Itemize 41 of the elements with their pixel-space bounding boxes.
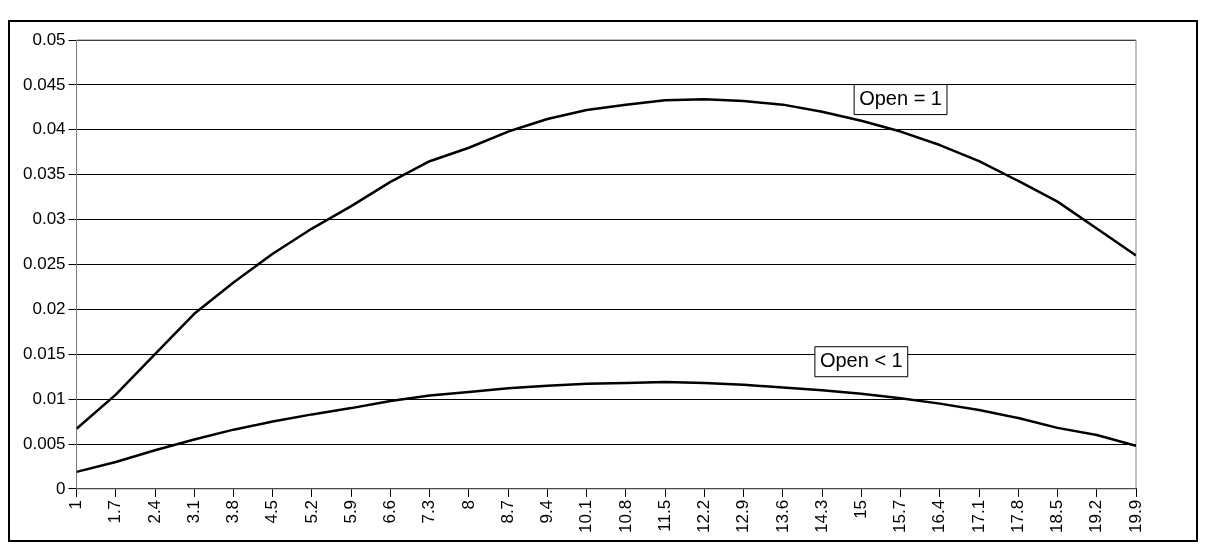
x-tick-label: 10.8 — [615, 499, 635, 534]
x-tick-label: 12.9 — [733, 499, 753, 534]
x-tick-label: 16.4 — [929, 499, 949, 534]
y-tick-label: 0.005 — [22, 433, 66, 453]
x-tick-label: 5.9 — [340, 499, 360, 524]
x-tick-label: 14.3 — [811, 499, 831, 534]
x-tick-label: 17.8 — [1007, 499, 1027, 534]
y-tick-label: 0.015 — [22, 343, 66, 363]
x-tick-label: 17.1 — [968, 499, 988, 534]
y-tick-label: 0.04 — [32, 119, 66, 139]
x-tick-label: 3.1 — [183, 499, 203, 524]
x-tick-label: 4.5 — [262, 499, 282, 524]
x-tick-label: 1.7 — [105, 499, 125, 524]
x-tick-label: 12.2 — [694, 499, 714, 534]
x-tick-label: 8 — [458, 499, 478, 510]
x-tick-label: 19.2 — [1086, 499, 1106, 534]
x-tick-label: 8.7 — [497, 499, 517, 524]
x-tick-label: 10.1 — [576, 499, 596, 534]
x-tick-label: 6.6 — [380, 499, 400, 524]
x-tick-label: 7.3 — [419, 499, 439, 524]
y-tick-label: 0.01 — [32, 388, 66, 408]
y-tick-label: 0.045 — [22, 74, 66, 94]
y-tick-label: 0 — [56, 478, 66, 498]
x-tick-label: 9.4 — [537, 499, 557, 524]
x-tick-label: 18.5 — [1047, 499, 1067, 534]
y-tick-label: 0.035 — [22, 164, 66, 184]
x-tick-label: 19.9 — [1125, 499, 1145, 534]
x-tick-label: 2.4 — [144, 499, 164, 524]
x-tick-label: 15.7 — [890, 499, 910, 534]
series-label: Open = 1 — [859, 87, 942, 110]
x-tick-label: 15 — [851, 499, 871, 519]
y-tick-label: 0.05 — [32, 29, 66, 49]
x-tick-label: 5.2 — [301, 499, 321, 524]
y-tick-label: 0.02 — [32, 299, 66, 319]
x-tick-label: 11.5 — [654, 499, 674, 532]
series-label: Open < 1 — [819, 349, 903, 372]
y-tick-label: 0.025 — [22, 254, 66, 274]
y-tick-label: 0.03 — [32, 209, 66, 229]
x-tick-label: 3.8 — [223, 499, 243, 524]
x-tick-label: 1 — [66, 499, 86, 510]
x-tick-label: 13.6 — [772, 499, 792, 534]
